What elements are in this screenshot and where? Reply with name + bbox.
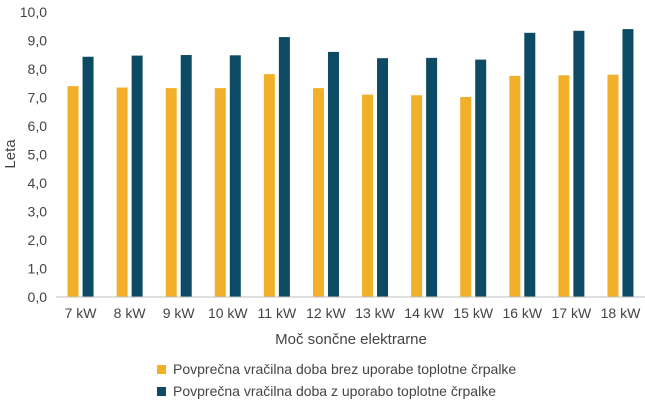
bar-with-heat-pump [475,59,487,297]
bar-without-heat-pump [607,74,619,297]
x-tick-label: 8 kW [114,305,147,321]
legend-swatch [157,387,166,396]
x-tick-label: 14 kW [404,305,444,321]
y-tick-label: 7,0 [28,90,48,106]
x-tick-label: 18 kW [601,305,641,321]
y-tick-label: 5,0 [28,147,48,163]
legend-label: Povprečna vračilna doba z uporabo toplot… [173,383,496,399]
bar-with-heat-pump [131,55,143,298]
bar-without-heat-pump [509,75,521,297]
y-tick-label: 8,0 [28,61,48,77]
bar-without-heat-pump [411,95,423,297]
bar-without-heat-pump [460,96,472,298]
y-tick-label: 0,0 [28,289,48,305]
bar-without-heat-pump [558,75,570,298]
x-tick-label: 15 kW [453,305,493,321]
bar-without-heat-pump [362,94,374,298]
y-axis-ticks: 0,0 1,0 2,0 3,0 4,0 5,0 6,0 7,0 8,0 9,0 10,0 [20,4,47,305]
y-tick-label: 10,0 [20,4,47,20]
x-tick-label: 12 kW [306,305,346,321]
x-tick-label: 9 kW [163,305,196,321]
x-axis-ticks: 7 kW 8 kW 9 kW 10 kW 11 kW 12 kW 13 kW 14 kW 15 … [65,305,641,321]
x-tick-label: 10 kW [208,305,248,321]
bar-with-heat-pump [573,30,585,298]
bar-without-heat-pump [312,88,324,297]
bar-with-heat-pump [622,29,634,297]
bars-group [67,29,634,298]
legend-label: Povprečna vračilna doba brez uporabe top… [173,361,516,377]
x-tick-label: 11 kW [258,305,297,321]
bar-with-heat-pump [180,55,192,297]
bar-with-heat-pump [327,51,339,298]
x-tick-label: 13 kW [355,305,395,321]
bar-without-heat-pump [263,74,275,297]
legend: Povprečna vračilna doba brez uporabe top… [157,361,516,399]
bar-without-heat-pump [165,88,177,297]
y-tick-label: 4,0 [28,175,48,191]
bar-with-heat-pump [377,58,389,297]
bar-without-heat-pump [67,86,79,297]
bar-without-heat-pump [116,87,128,298]
x-tick-label: 7 kW [65,305,98,321]
bar-with-heat-pump [278,37,290,297]
y-tick-label: 9,0 [28,33,48,49]
bar-with-heat-pump [229,55,241,297]
x-tick-label: 16 kW [502,305,542,321]
y-tick-label: 1,0 [28,261,48,277]
y-tick-label: 2,0 [28,232,48,248]
bar-without-heat-pump [214,88,226,297]
y-tick-label: 3,0 [28,204,48,220]
bar-with-heat-pump [426,57,438,298]
legend-swatch [157,365,166,374]
bar-with-heat-pump [82,56,94,298]
bar-with-heat-pump [524,32,536,298]
x-tick-label: 17 kW [552,305,592,321]
y-axis-title: Leta [2,139,19,169]
y-tick-label: 6,0 [28,118,48,134]
x-axis-title: Moč sončne elektrarne [275,331,427,348]
